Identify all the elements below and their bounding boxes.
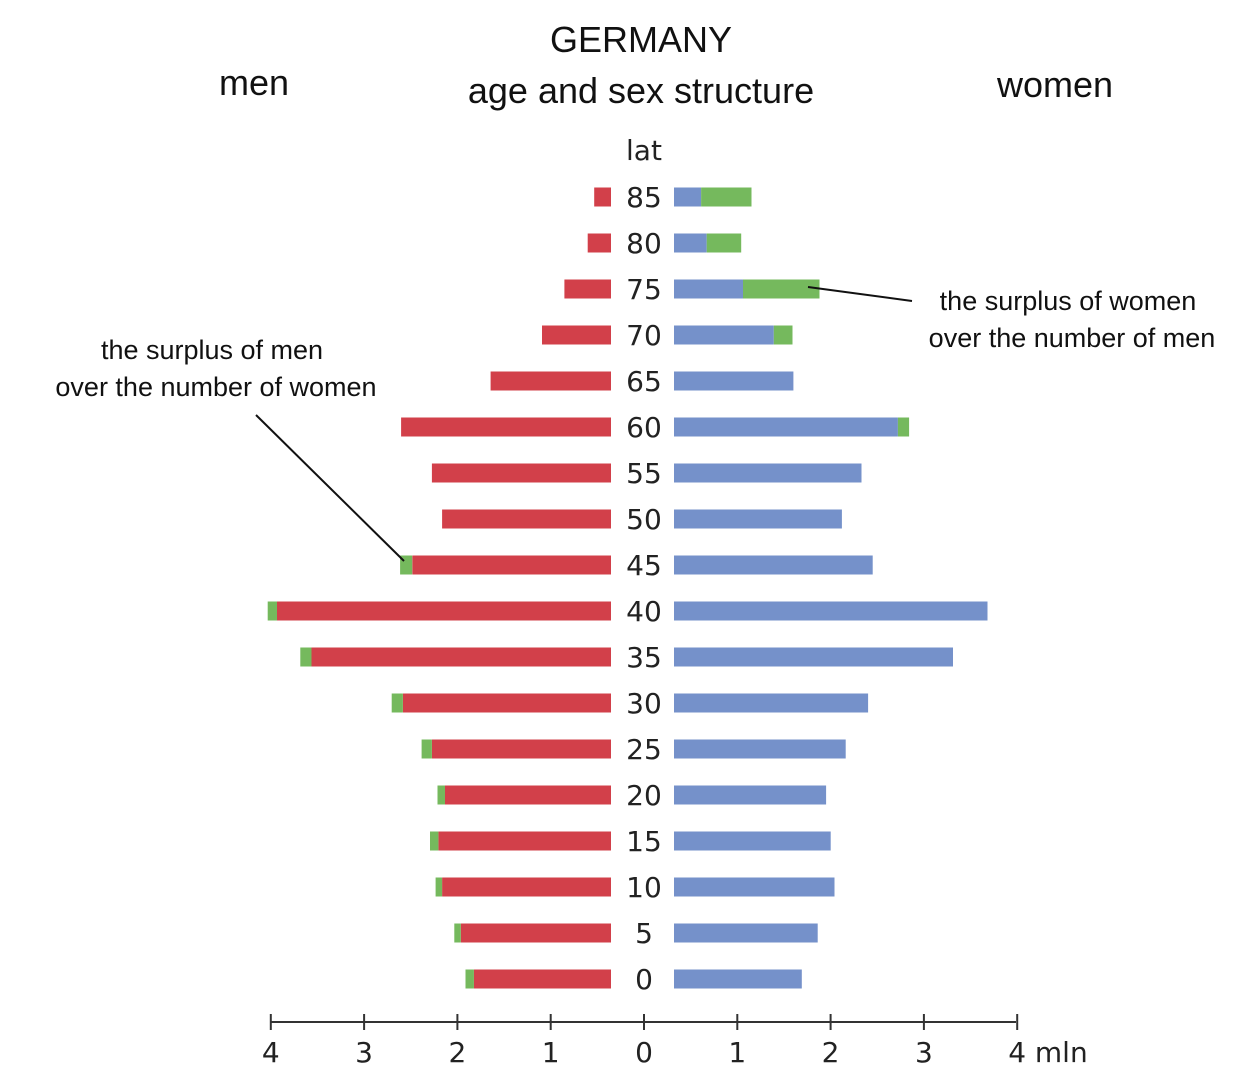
men-bar-40 bbox=[277, 601, 611, 621]
women-label: women bbox=[996, 64, 1113, 105]
age-axis-label: lat bbox=[626, 134, 662, 167]
men-bar-45 bbox=[412, 555, 611, 575]
women-surplus-bar-70 bbox=[773, 325, 793, 345]
men-bar-80 bbox=[587, 233, 611, 253]
x-tick-label: 3 bbox=[355, 1036, 373, 1069]
men-bar-65 bbox=[490, 371, 611, 391]
age-label-10: 10 bbox=[626, 871, 662, 904]
men-label: men bbox=[219, 62, 289, 103]
women-bar-30 bbox=[674, 693, 869, 713]
men-bar-20 bbox=[444, 785, 611, 805]
x-ticks-group: 4 3 2 1 0 1 2 3 4 mln bbox=[262, 1014, 1088, 1069]
x-tick-label: 2 bbox=[448, 1036, 466, 1069]
annotation-men-line-1: the surplus of men bbox=[101, 335, 323, 365]
chart-title: GERMANY bbox=[550, 19, 732, 60]
age-label-75: 75 bbox=[626, 273, 662, 306]
men-bar-50 bbox=[442, 509, 611, 529]
annotation-men-line-2: over the number of women bbox=[55, 372, 376, 402]
men-bar-55 bbox=[431, 463, 611, 483]
annotation-men-surplus: the surplus of men over the number of wo… bbox=[55, 335, 405, 562]
age-label-30: 30 bbox=[626, 687, 662, 720]
x-tick-label: 4 bbox=[262, 1036, 280, 1069]
women-bar-20 bbox=[674, 785, 827, 805]
age-label-20: 20 bbox=[626, 779, 662, 812]
men-bar-75 bbox=[564, 279, 611, 299]
women-bar-15 bbox=[674, 831, 831, 851]
women-bar-65 bbox=[674, 371, 794, 391]
women-bar-0 bbox=[674, 969, 802, 989]
men-surplus-bar-5 bbox=[454, 923, 461, 943]
men-surplus-bar-0 bbox=[465, 969, 474, 989]
women-bar-50 bbox=[674, 509, 842, 529]
x-tick-label: 3 bbox=[915, 1036, 933, 1069]
women-surplus-bar-60 bbox=[897, 417, 910, 437]
age-label-70: 70 bbox=[626, 319, 662, 352]
age-label-80: 80 bbox=[626, 227, 662, 260]
age-label-35: 35 bbox=[626, 641, 662, 674]
women-bar-75 bbox=[674, 279, 743, 299]
men-surplus-bar-15 bbox=[430, 831, 439, 851]
women-bar-55 bbox=[674, 463, 862, 483]
annotation-women-line-1: the surplus of women bbox=[940, 286, 1197, 316]
men-bar-60 bbox=[401, 417, 611, 437]
women-bar-80 bbox=[674, 233, 707, 253]
age-label-55: 55 bbox=[626, 457, 662, 490]
men-bar-0 bbox=[473, 969, 611, 989]
age-label-15: 15 bbox=[626, 825, 662, 858]
men-bar-70 bbox=[542, 325, 611, 345]
men-bar-35 bbox=[311, 647, 611, 667]
chart-subtitle: age and sex structure bbox=[468, 70, 814, 111]
age-label-85: 85 bbox=[626, 181, 662, 214]
men-surplus-bar-20 bbox=[437, 785, 445, 805]
leader-line-women bbox=[807, 286, 913, 302]
men-bar-85 bbox=[594, 187, 611, 207]
age-label-40: 40 bbox=[626, 595, 662, 628]
men-surplus-bar-10 bbox=[435, 877, 443, 897]
x-tick-label: 0 bbox=[635, 1036, 653, 1069]
leader-line-men bbox=[255, 414, 405, 562]
age-label-50: 50 bbox=[626, 503, 662, 536]
age-label-65: 65 bbox=[626, 365, 662, 398]
x-tick-label: 1 bbox=[728, 1036, 746, 1069]
age-label-45: 45 bbox=[626, 549, 662, 582]
women-surplus-bar-85 bbox=[701, 187, 752, 207]
women-bar-25 bbox=[674, 739, 846, 759]
men-surplus-bar-30 bbox=[391, 693, 403, 713]
annotation-women-surplus: the surplus of women over the number of … bbox=[807, 286, 1216, 353]
bars-group bbox=[267, 187, 988, 989]
men-surplus-bar-40 bbox=[267, 601, 277, 621]
men-bar-30 bbox=[402, 693, 611, 713]
men-surplus-bar-25 bbox=[421, 739, 432, 759]
age-label-5: 5 bbox=[635, 917, 653, 950]
women-bar-70 bbox=[674, 325, 774, 345]
women-surplus-bar-75 bbox=[743, 279, 820, 299]
men-bar-5 bbox=[460, 923, 611, 943]
men-bar-15 bbox=[438, 831, 611, 851]
women-bar-5 bbox=[674, 923, 818, 943]
women-bar-10 bbox=[674, 877, 835, 897]
women-bar-85 bbox=[674, 187, 702, 207]
age-label-25: 25 bbox=[626, 733, 662, 766]
women-bar-45 bbox=[674, 555, 873, 575]
x-unit-label: 4 mln bbox=[1008, 1036, 1088, 1069]
annotation-women-line-2: over the number of men bbox=[929, 323, 1216, 353]
age-label-0: 0 bbox=[635, 963, 653, 996]
women-surplus-bar-80 bbox=[706, 233, 742, 253]
x-tick-label: 2 bbox=[822, 1036, 840, 1069]
x-tick-label: 1 bbox=[542, 1036, 560, 1069]
women-bar-40 bbox=[674, 601, 988, 621]
men-surplus-bar-35 bbox=[300, 647, 312, 667]
women-bar-35 bbox=[674, 647, 953, 667]
men-bar-25 bbox=[431, 739, 611, 759]
men-bar-10 bbox=[442, 877, 611, 897]
age-label-60: 60 bbox=[626, 411, 662, 444]
women-bar-60 bbox=[674, 417, 898, 437]
